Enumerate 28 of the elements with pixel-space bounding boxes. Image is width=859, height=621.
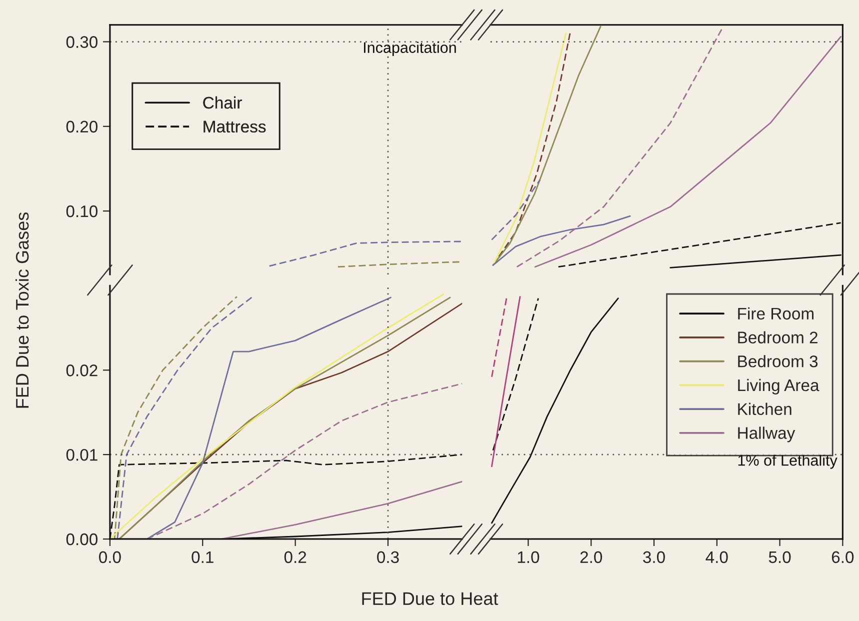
y-tick-label: 0.00 — [66, 533, 98, 546]
y-tick-label: 0.02 — [66, 364, 98, 376]
x-tick-label: 0.1 — [192, 551, 214, 564]
x-tick-label: 0.3 — [377, 551, 399, 564]
legend-label: Bedroom 2 — [738, 331, 818, 344]
x-tick-label: 0.2 — [284, 551, 306, 564]
x-tick-label: 4.0 — [706, 551, 728, 564]
x-tick-label: 6.0 — [832, 551, 854, 564]
x-tick-label: 3.0 — [643, 551, 665, 564]
legend-label: Fire Room — [738, 307, 814, 320]
legend-label: Living Area — [738, 378, 820, 394]
y-tick-label: 0.20 — [66, 120, 98, 133]
legend-label: Kitchen — [738, 402, 792, 416]
x-tick-label: 1.0 — [518, 551, 540, 564]
y-axis-title: FED Due to Toxic Gases — [15, 212, 29, 408]
y-tick-label: 0.10 — [66, 205, 98, 218]
annotation: Chair — [203, 96, 242, 109]
x-tick-label: 2.0 — [580, 551, 602, 564]
legend-label: Hallway — [738, 426, 796, 442]
ref-line-label: Incapacitation — [364, 42, 456, 56]
y-tick-label: 0.01 — [66, 448, 98, 461]
ref-line-label: 1% of Lethality — [738, 454, 838, 469]
annotation: Mattress — [204, 120, 266, 133]
x-tick-label: 5.0 — [768, 551, 791, 564]
legend-label: Bedroom 3 — [738, 355, 818, 368]
x-axis-title: FED Due to Heat — [362, 592, 498, 606]
x-tick-label: 0.0 — [99, 551, 121, 564]
y-tick-label: 0.30 — [66, 36, 98, 48]
